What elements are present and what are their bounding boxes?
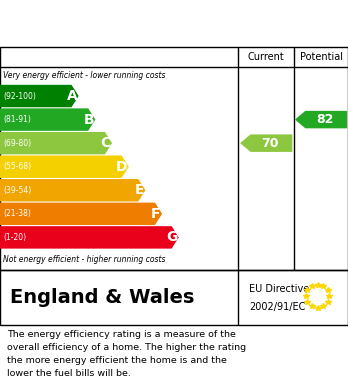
Text: Energy Efficiency Rating: Energy Efficiency Rating <box>17 14 265 32</box>
Text: B: B <box>83 113 94 127</box>
Text: F: F <box>151 207 161 221</box>
Text: (81-91): (81-91) <box>3 115 31 124</box>
Polygon shape <box>0 132 112 154</box>
Text: The energy efficiency rating is a measure of the
overall efficiency of a home. T: The energy efficiency rating is a measur… <box>7 330 246 378</box>
Text: 82: 82 <box>316 113 333 126</box>
Polygon shape <box>0 108 95 131</box>
Polygon shape <box>0 156 129 178</box>
Text: Potential: Potential <box>300 52 342 62</box>
Polygon shape <box>0 85 79 107</box>
Text: (39-54): (39-54) <box>3 186 32 195</box>
Text: Not energy efficient - higher running costs: Not energy efficient - higher running co… <box>3 255 166 264</box>
Polygon shape <box>0 226 179 249</box>
Polygon shape <box>240 135 292 152</box>
Polygon shape <box>295 111 347 128</box>
Text: England & Wales: England & Wales <box>10 288 195 307</box>
Text: A: A <box>66 89 77 103</box>
Text: G: G <box>166 230 177 244</box>
Text: EU Directive: EU Directive <box>249 284 309 294</box>
Text: E: E <box>135 183 144 197</box>
Text: (21-38): (21-38) <box>3 209 31 218</box>
Text: 70: 70 <box>261 136 278 150</box>
Text: Current: Current <box>248 52 285 62</box>
Polygon shape <box>0 203 162 225</box>
Text: (69-80): (69-80) <box>3 139 32 148</box>
Text: C: C <box>100 136 111 150</box>
Text: (1-20): (1-20) <box>3 233 26 242</box>
Text: (55-68): (55-68) <box>3 162 32 171</box>
Polygon shape <box>0 179 145 201</box>
Text: Very energy efficient - lower running costs: Very energy efficient - lower running co… <box>3 72 166 81</box>
Text: D: D <box>116 160 127 174</box>
Text: (92-100): (92-100) <box>3 91 36 100</box>
Text: 2002/91/EC: 2002/91/EC <box>249 302 305 312</box>
